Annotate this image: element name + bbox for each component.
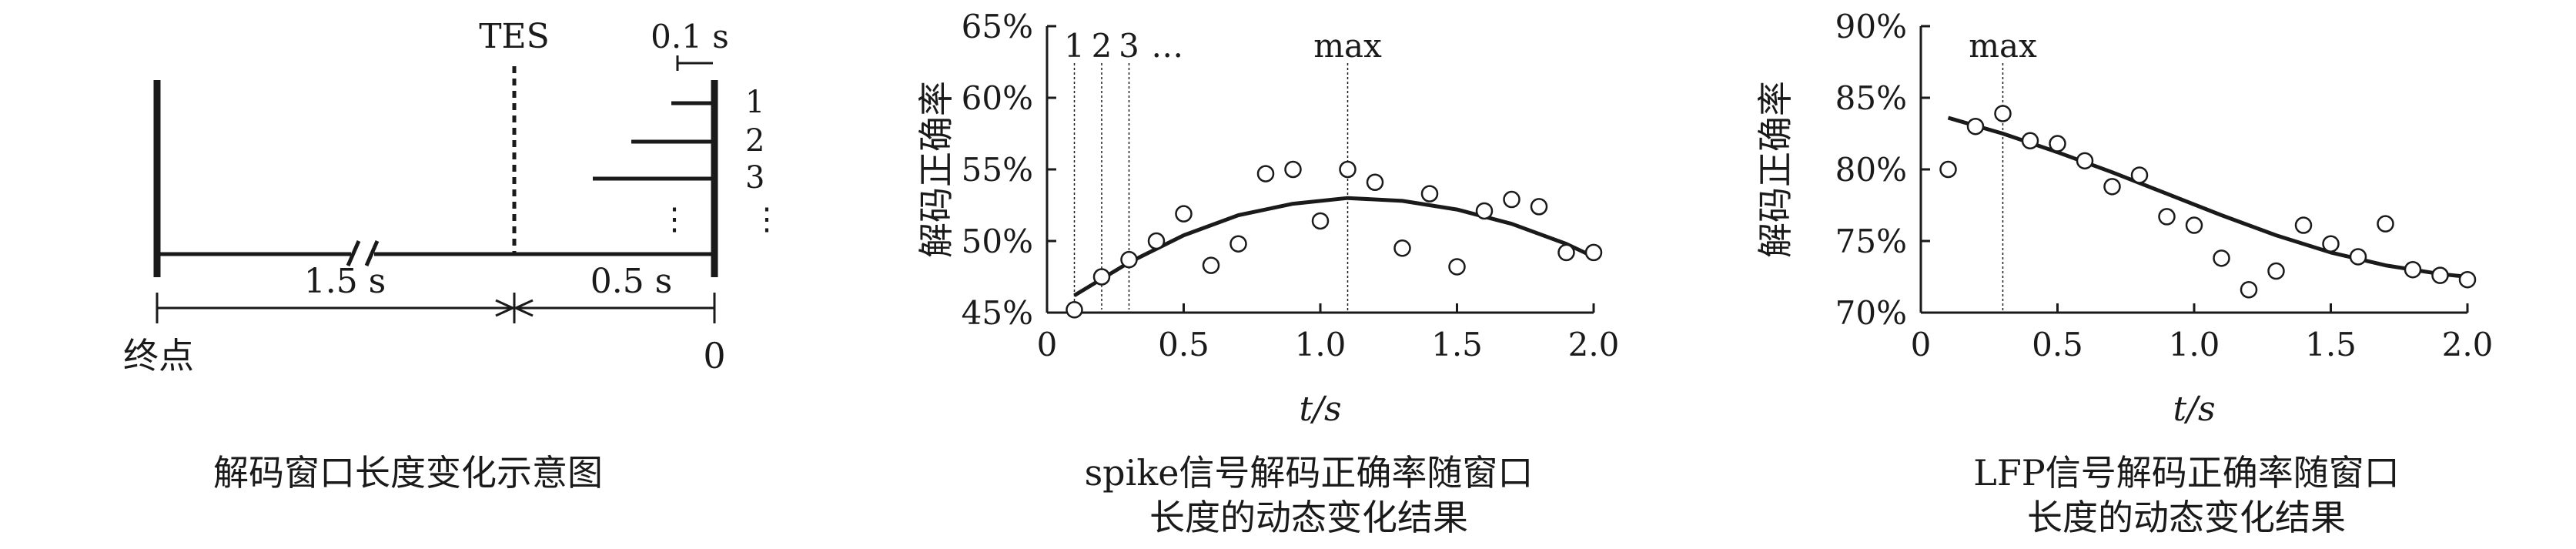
- data-point: [1994, 105, 2012, 122]
- data-point: [1420, 185, 1439, 203]
- data-point: [2213, 249, 2230, 267]
- y-tick-label: 60%: [962, 79, 1033, 117]
- data-point: [1147, 232, 1166, 250]
- data-point: [1066, 301, 1083, 319]
- data-point: [1557, 243, 1575, 262]
- data-point: [1530, 198, 1548, 216]
- data-point: [2049, 135, 2066, 152]
- y-tick-label: 45%: [962, 294, 1033, 332]
- data-point: [2021, 132, 2039, 150]
- chart-caption-line: 长度的动态变化结果: [1149, 497, 1468, 538]
- window-label-3: 3: [745, 160, 764, 196]
- x-tick-label: 0: [1037, 326, 1058, 363]
- data-point: [2103, 178, 2121, 196]
- y-tick-label: 70%: [1835, 294, 1907, 332]
- x-tick-label: 1.5: [1431, 326, 1483, 363]
- chart-caption-line: 长度的动态变化结果: [2027, 497, 2346, 538]
- x-tick-label: 0.5: [2032, 326, 2083, 363]
- data-point: [1175, 205, 1193, 223]
- y-tick-label: 50%: [962, 223, 1033, 260]
- tes-label: TES: [479, 17, 550, 56]
- data-point: [1584, 243, 1603, 262]
- data-point: [2294, 216, 2313, 234]
- max-label: max: [1969, 27, 2037, 65]
- fit-curve: [1073, 196, 1595, 297]
- window-number-label: …: [1151, 27, 1183, 65]
- data-point: [1966, 117, 1985, 136]
- data-point: [2076, 152, 2094, 170]
- x-tick-label: 2.0: [2442, 326, 2494, 363]
- x-axis-label: t/s: [2173, 390, 2215, 429]
- y-axis-label: 解码正确率: [1755, 81, 1796, 258]
- x-tick-label: 0: [1911, 326, 1932, 363]
- data-point: [1284, 160, 1302, 179]
- spike-accuracy-chart: 45% 50% 55% 60% 65% 0 0.5 1.0 1.5 2.0 1 2 3 … max 解码正确率…: [915, 8, 1620, 538]
- data-point: [1339, 160, 1357, 179]
- axis-break-mark-1: [346, 239, 361, 267]
- data-point: [2404, 260, 2422, 279]
- data-point: [1120, 250, 1138, 269]
- chart-caption-line: LFP信号解码正确率随窗口: [1973, 452, 2399, 494]
- data-point: [2240, 280, 2258, 299]
- lfp-accuracy-chart: 70% 75% 80% 85% 90% 0 0.5 1.0 1.5 2.0 max 解码正确率 t/s L…: [1755, 8, 2494, 538]
- window-number-label: 3: [1119, 27, 1139, 65]
- data-point: [1256, 165, 1275, 182]
- data-point: [2267, 262, 2285, 280]
- y-tick-label: 90%: [1835, 8, 1907, 45]
- y-axis-label: 解码正确率: [915, 81, 957, 258]
- y-tick-label: 65%: [962, 8, 1033, 45]
- x-tick-label: 2.0: [1568, 326, 1620, 363]
- x-tick-label: 1.0: [2169, 326, 2220, 363]
- window-schematic-panel: TES 0.1 s 1 2 3 ⋮ ⋮ 1.5 s 0.5 s 终点 0 解码窗…: [123, 17, 782, 494]
- y-tick-label: 55%: [962, 151, 1033, 189]
- dim-arrow-short: [513, 299, 534, 317]
- schematic-caption: 解码窗口长度变化示意图: [213, 452, 603, 494]
- end-point-label: 终点: [123, 335, 194, 377]
- interval-long-label: 1.5 s: [304, 262, 386, 301]
- window-label-2: 2: [745, 123, 764, 159]
- axis-break-mark-2: [364, 239, 380, 267]
- data-point: [2458, 270, 2477, 289]
- data-point: [1202, 256, 1220, 274]
- x-axis-label: t/s: [1299, 390, 1341, 429]
- data-point: [2130, 166, 2149, 184]
- window-number-label: 2: [1092, 27, 1112, 65]
- data-point: [1092, 268, 1111, 286]
- data-point: [1939, 160, 1957, 179]
- y-tick-label: 80%: [1835, 151, 1907, 189]
- window-bars-more: ⋮: [659, 202, 690, 237]
- data-point: [2431, 266, 2449, 284]
- data-point: [2322, 235, 2340, 253]
- data-point: [2158, 208, 2176, 226]
- dim-arrow-long: [495, 299, 516, 317]
- data-point: [1229, 235, 1247, 253]
- data-point: [1366, 173, 1384, 191]
- y-tick-label: 85%: [1835, 79, 1907, 117]
- x-tick-label: 0.5: [1158, 326, 1209, 363]
- step-label: 0.1 s: [651, 18, 729, 55]
- data-point: [2349, 248, 2367, 266]
- x-tick-label: 1.5: [2305, 326, 2357, 363]
- data-point: [1475, 202, 1494, 220]
- window-label-more: ⋮: [751, 202, 782, 237]
- fit-curve: [1947, 115, 2468, 279]
- max-label: max: [1313, 27, 1382, 65]
- zero-label: 0: [703, 335, 725, 377]
- window-number-label: 1: [1064, 27, 1085, 65]
- interval-short-label: 0.5 s: [590, 262, 673, 301]
- data-point: [1503, 190, 1521, 209]
- data-point: [2185, 216, 2203, 234]
- chart-caption-line: spike信号解码正确率随窗口: [1085, 452, 1534, 494]
- x-tick-label: 1.0: [1295, 326, 1347, 363]
- data-point: [1393, 239, 1411, 257]
- data-point: [1311, 212, 1330, 230]
- window-label-1: 1: [745, 85, 764, 120]
- data-point: [1448, 258, 1466, 276]
- data-point: [2377, 215, 2394, 233]
- y-tick-label: 75%: [1835, 223, 1907, 260]
